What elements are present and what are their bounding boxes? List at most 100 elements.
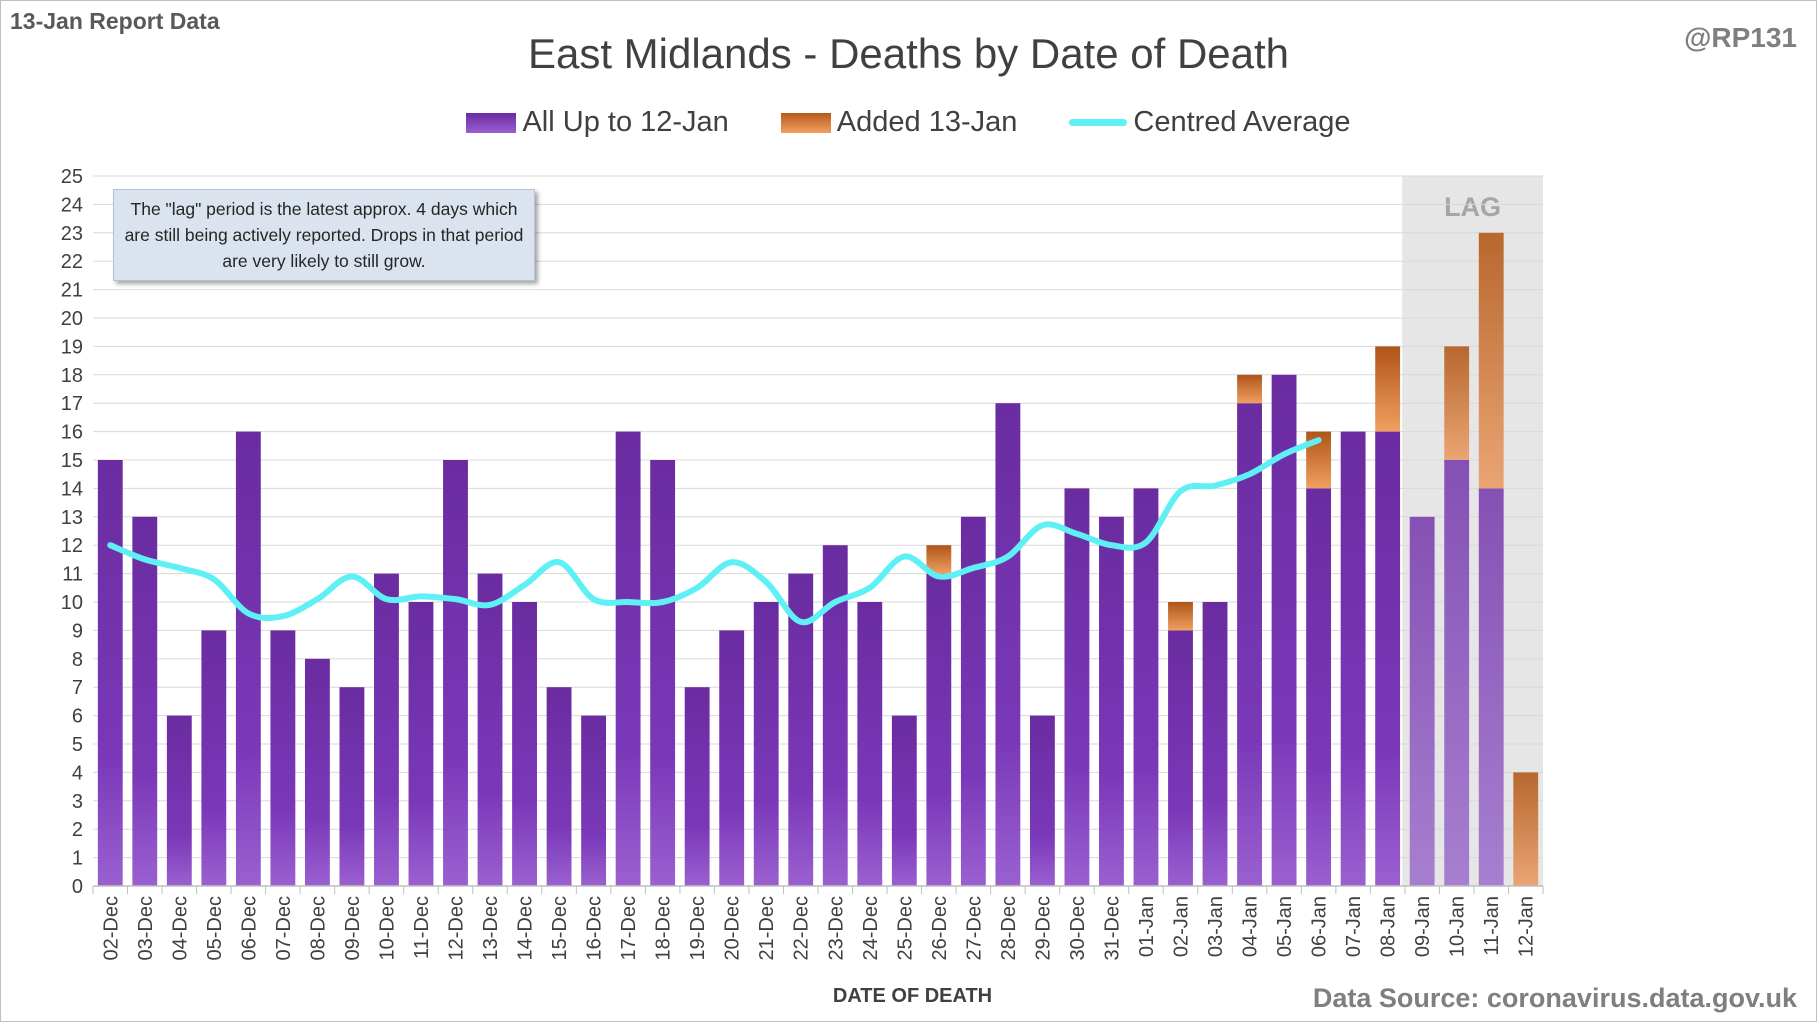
y-tick-label: 8 [72, 649, 83, 671]
x-tick-label: 11-Dec [411, 896, 433, 959]
x-tick-label: 03-Dec [135, 896, 157, 960]
x-tick-label: 02-Jan [1171, 896, 1193, 957]
y-tick-label: 14 [61, 478, 83, 500]
y-tick-label: 5 [72, 734, 83, 756]
bar-all-29-Dec [1029, 715, 1055, 886]
x-tick-label: 04-Dec [169, 896, 191, 960]
x-tick-label: 17-Dec [618, 896, 640, 960]
bar-all-03-Jan [1202, 602, 1228, 886]
bar-added-08-Jan [1375, 346, 1401, 432]
bar-added-04-Jan [1237, 374, 1262, 404]
y-tick-label: 13 [61, 507, 83, 529]
bar-all-26-Dec [926, 573, 952, 886]
bar-all-27-Dec [960, 516, 986, 886]
bar-all-17-Dec [615, 431, 641, 886]
x-tick-label: 06-Dec [238, 896, 260, 960]
lag-label: LAG [1444, 192, 1501, 222]
x-tick-label: 09-Jan [1412, 896, 1434, 957]
x-tick-label: 12-Jan [1516, 896, 1538, 957]
y-tick-label: 6 [72, 706, 83, 728]
y-tick-label: 16 [61, 422, 83, 444]
y-tick-label: 9 [72, 620, 83, 642]
y-tick-label: 21 [61, 280, 83, 302]
y-tick-label: 0 [72, 876, 83, 898]
x-tick-label: 23-Dec [825, 896, 847, 960]
bar-all-24-Dec [857, 602, 883, 886]
bar-all-15-Dec [546, 687, 572, 886]
chart-title: East Midlands - Deaths by Date of Death [527, 30, 1290, 77]
y-tick-label: 23 [61, 223, 83, 245]
x-tick-label: 02-Dec [100, 896, 122, 960]
legend-label-all: All Up to 12-Jan [522, 106, 729, 138]
bar-all-16-Dec [581, 715, 607, 886]
legend-entry-added: Added 13-Jan [780, 106, 1018, 139]
x-tick-label: 27-Dec [963, 896, 985, 960]
x-tick-label: 10-Dec [376, 896, 398, 960]
x-tick-label: 25-Dec [894, 896, 916, 960]
report-date-label: 13-Jan Report Data [10, 8, 220, 34]
y-tick-label: 25 [61, 166, 83, 188]
bar-all-14-Dec [512, 602, 537, 886]
bar-all-11-Jan [1478, 488, 1504, 886]
legend-entry-all: All Up to 12-Jan [466, 106, 729, 139]
y-tick-label: 10 [61, 592, 83, 614]
bar-all-04-Dec [166, 715, 192, 886]
bar-all-11-Dec [408, 602, 434, 886]
legend-swatch-average [1069, 119, 1128, 126]
author-label: @RP131 [1684, 22, 1797, 53]
legend-swatch-added [780, 112, 831, 133]
legend-label-average: Centred Average [1133, 106, 1351, 138]
bar-all-03-Dec [132, 516, 158, 886]
bar-all-31-Dec [1099, 516, 1124, 886]
legend-label-added: Added 13-Jan [836, 106, 1018, 138]
x-tick-label: 15-Dec [549, 896, 571, 960]
x-tick-label: 14-Dec [515, 896, 537, 960]
bar-all-28-Dec [995, 403, 1021, 886]
y-tick-label: 17 [61, 393, 83, 415]
bar-all-04-Jan [1237, 403, 1262, 886]
x-tick-label: 08-Dec [307, 896, 329, 960]
x-tick-label: 19-Dec [687, 896, 709, 960]
x-tick-label: 06-Jan [1309, 896, 1331, 957]
y-tick-label: 3 [72, 791, 83, 813]
bar-all-08-Jan [1375, 431, 1401, 886]
y-tick-label: 1 [72, 848, 83, 870]
x-tick-label: 29-Dec [1032, 896, 1054, 960]
y-tick-label: 22 [61, 251, 83, 273]
data-source-label: Data Source: coronavirus.data.gov.uk [1312, 983, 1797, 1013]
x-tick-label: 12-Dec [446, 896, 468, 960]
y-tick-label: 4 [72, 762, 83, 784]
x-tick-label: 22-Dec [791, 896, 813, 960]
x-tick-label: 05-Jan [1274, 896, 1296, 957]
bar-all-10-Dec [374, 573, 399, 886]
x-tick-label: 20-Dec [722, 896, 744, 960]
y-tick-label: 18 [61, 365, 83, 387]
bar-all-30-Dec [1064, 488, 1090, 886]
bar-added-12-Jan [1513, 772, 1539, 886]
bar-all-02-Jan [1168, 630, 1193, 886]
bar-all-06-Jan [1306, 488, 1332, 886]
bar-all-09-Dec [339, 687, 365, 886]
y-tick-label: 15 [61, 450, 83, 472]
x-tick-label: 07-Dec [273, 896, 295, 960]
bar-all-18-Dec [650, 460, 676, 886]
y-tick-label: 7 [72, 677, 83, 699]
x-tick-label: 30-Dec [1067, 896, 1089, 960]
bar-all-12-Dec [443, 460, 468, 886]
x-tick-label: 03-Jan [1205, 896, 1227, 957]
bar-all-10-Jan [1444, 460, 1470, 886]
bar-all-07-Dec [270, 630, 296, 886]
x-tick-label: 01-Jan [1136, 896, 1158, 957]
y-tick-label: 24 [61, 194, 83, 216]
bar-all-20-Dec [719, 630, 745, 886]
y-tick-label: 19 [61, 336, 83, 358]
bar-added-10-Jan [1444, 346, 1470, 460]
bar-added-02-Jan [1168, 602, 1193, 631]
x-tick-label: 09-Dec [342, 896, 364, 960]
x-tick-label: 21-Dec [756, 896, 778, 960]
x-axis-title: DATE OF DEATH [832, 985, 993, 1007]
legend: All Up to 12-Jan Added 13-Jan Centred Av… [0, 106, 1817, 139]
x-tick-label: 13-Dec [480, 896, 502, 960]
x-tick-label: 24-Dec [860, 896, 882, 960]
legend-swatch-all [466, 112, 517, 133]
